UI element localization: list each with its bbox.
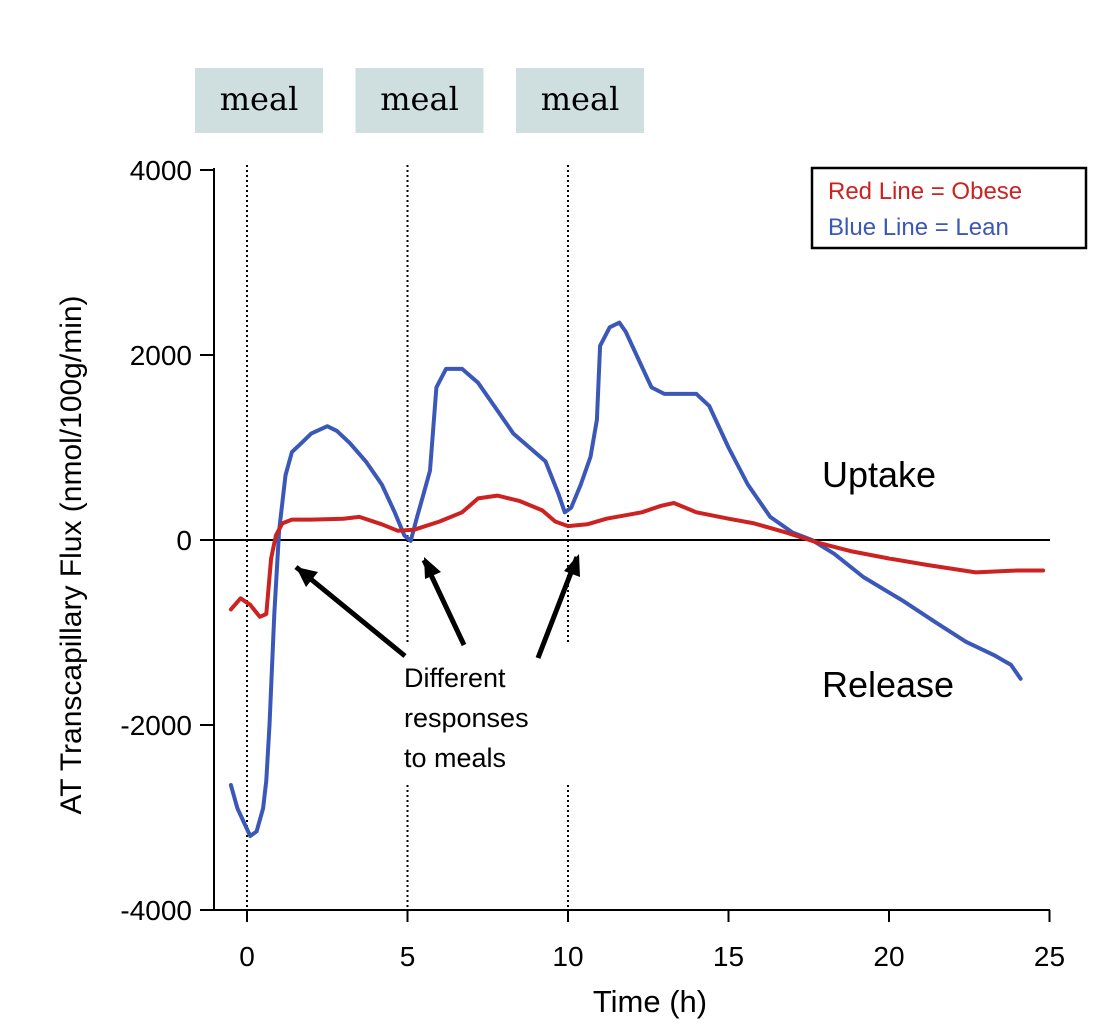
- ticks: 0 5 10 15 20 25 -4000 -2000 0 2000 4000: [120, 155, 1065, 972]
- meal-box: [195, 68, 323, 133]
- x-tick-label: 25: [1034, 941, 1065, 972]
- meal-label: meal: [541, 80, 620, 118]
- responses-label-line3: to meals: [404, 743, 506, 773]
- x-tick-label: 20: [873, 941, 904, 972]
- arrowhead-meal-3: [564, 554, 580, 577]
- axes: [213, 168, 1050, 911]
- legend: Red Line = Obese Blue Line = Lean: [810, 166, 1088, 250]
- series-line-lean: [228, 320, 1023, 838]
- y-tick-label: 0: [176, 525, 192, 556]
- x-tick-label: 10: [552, 941, 583, 972]
- arrowhead-meal-2: [424, 557, 441, 579]
- meal-box: [516, 68, 644, 133]
- legend-entry-lean: Blue Line = Lean: [828, 214, 1009, 241]
- responses-label-line2: responses: [404, 703, 529, 733]
- meal-label: meal: [220, 80, 299, 118]
- legend-entry-obese: Red Line = Obese: [828, 178, 1022, 205]
- uptake-label: Uptake: [822, 454, 936, 495]
- x-tick-label: 15: [713, 941, 744, 972]
- y-tick-label: 2000: [130, 340, 192, 371]
- x-axis-title: Time (h): [593, 984, 707, 1019]
- x-tick-label: 0: [239, 941, 255, 972]
- x-tick-label: 5: [400, 941, 416, 972]
- arrow-meal-1: [294, 565, 407, 658]
- meal-box: [355, 68, 484, 133]
- responses-label-line1: Different: [404, 663, 506, 693]
- series-line-obese: [228, 493, 1046, 619]
- annotation-arrows: [294, 554, 580, 659]
- series: [228, 320, 1046, 838]
- y-tick-label: -2000: [120, 710, 192, 741]
- y-axis-title: AT Transcapillary Flux (nmol/100g/min): [55, 295, 88, 814]
- meal-label: meal: [380, 80, 459, 118]
- meal-markers: meal meal meal: [195, 68, 644, 910]
- y-tick-label: -4000: [120, 895, 192, 926]
- legend-box: [810, 166, 1088, 250]
- y-tick-label: 4000: [130, 155, 192, 186]
- arrowhead-meal-1: [296, 567, 318, 587]
- release-label: Release: [822, 664, 954, 705]
- arrow-meal-3: [535, 556, 580, 659]
